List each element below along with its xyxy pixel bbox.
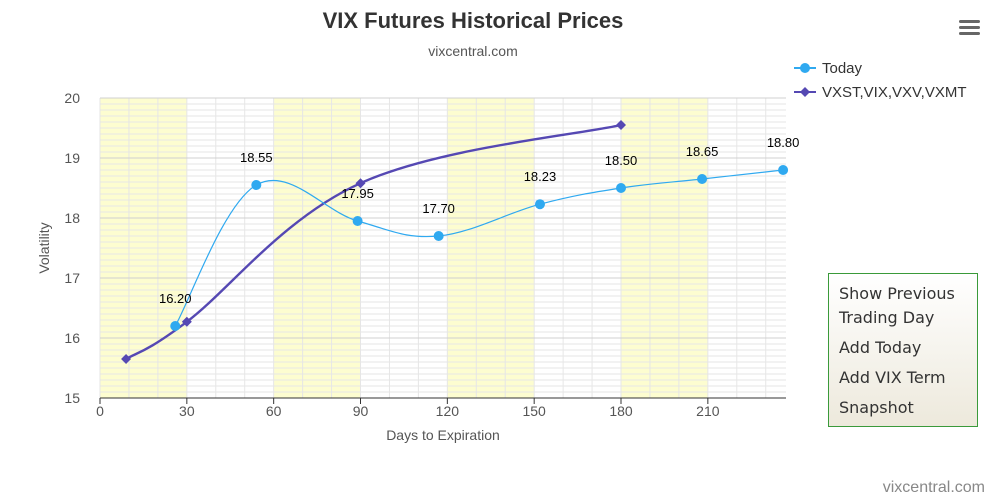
legend-label: Today [822,60,863,77]
legend-marker-diamond [800,87,810,97]
data-point-indices [616,120,627,130]
menu-item-add-today[interactable]: Add Today [839,338,922,357]
x-tick-label: 120 [436,403,460,419]
series-line-indices [125,123,622,361]
legend-item-today[interactable]: Today [794,60,863,77]
data-label: 16.20 [159,291,192,306]
hamburger-menu-icon[interactable] [956,16,984,40]
y-tick-label: 19 [64,150,80,166]
menu-item-show-previous-trading-day[interactable]: Show Previous Trading Day [829,282,977,330]
data-point-today [697,174,708,184]
data-point-today [170,321,181,331]
data-point-indices [181,316,192,327]
series-layer: 16.20 18.55 17.95 17.70 18.23 18.50 18.65 18.80 [121,120,799,364]
menu-item-snapshot[interactable]: Snapshot [839,398,914,417]
y-tick-label: 16 [64,330,80,346]
data-point-today [778,165,789,175]
legend-label: VXST,VIX,VXV,VXMT [822,84,967,101]
data-point-today [251,180,262,190]
y-tick-label: 15 [64,390,80,406]
data-label: 18.23 [524,169,557,184]
y-tick-label: 18 [64,210,80,226]
x-tick-label: 90 [353,403,369,419]
x-tick-label: 30 [179,403,195,419]
x-tick-label: 60 [266,403,282,419]
chart-title: VIX Futures Historical Prices [323,8,624,33]
data-label: 18.55 [240,150,273,165]
x-tick-label: 0 [96,403,104,419]
y-tick-label: 20 [64,90,80,106]
legend: Today VXST,VIX,VXV,VXMT [794,60,967,101]
x-axis-title: Days to Expiration [386,427,500,443]
data-point-today [433,231,444,241]
menu-item-label-line2: Trading Day [839,308,935,327]
menu-item-label-line1: Show Previous [839,284,955,303]
data-label: 18.65 [686,144,719,159]
data-label: 18.50 [605,153,638,168]
legend-item-indices[interactable]: VXST,VIX,VXV,VXMT [794,84,967,101]
credit-link[interactable]: vixcentral.com [883,479,985,496]
axes: 0 30 60 90 120 150 180 210 15 16 17 18 19 20 [64,90,786,419]
data-point-indices [121,354,132,364]
y-axis-title: Volatility [36,222,52,273]
data-point-today [534,199,545,210]
data-point-indices [355,178,366,189]
x-tick-label: 150 [522,403,546,419]
grid-lines [99,97,786,399]
x-tick-label: 180 [609,403,633,419]
x-tick-label: 210 [696,403,720,419]
legend-marker-circle [800,63,810,73]
data-label: 17.70 [422,201,455,216]
y-tick-label: 17 [64,270,80,286]
menu-item-add-vix-term[interactable]: Add VIX Term [839,368,946,387]
data-label: 17.95 [341,186,374,201]
data-point-today [616,183,627,193]
context-menu: Show Previous Trading Day Add Today Add … [828,273,978,427]
data-label: 18.80 [767,135,800,150]
chart-subtitle: vixcentral.com [428,43,517,59]
data-point-today [352,216,363,226]
